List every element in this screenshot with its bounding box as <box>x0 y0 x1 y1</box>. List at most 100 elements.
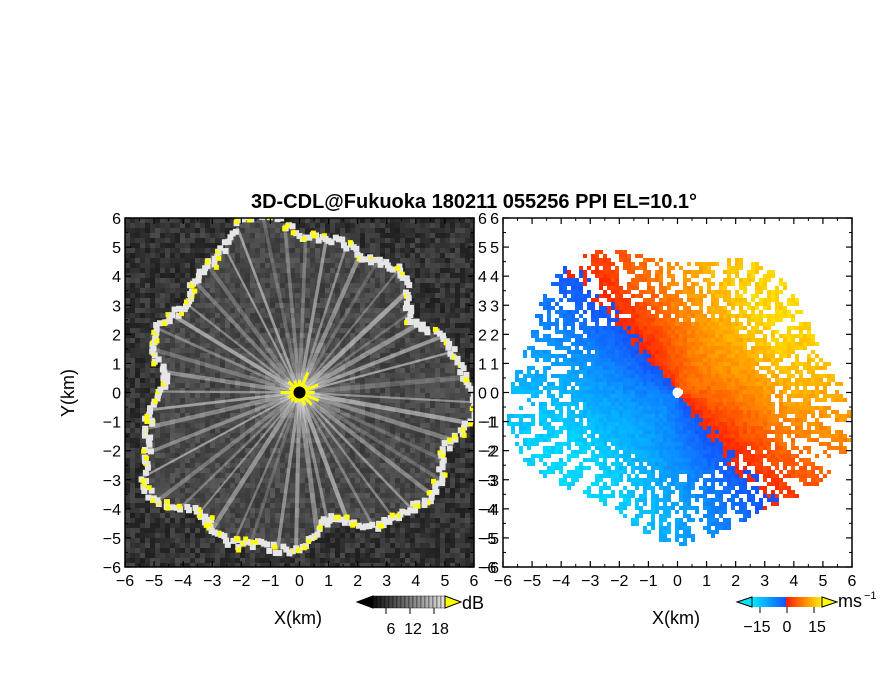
reflectivity-pixel <box>210 388 215 393</box>
reflectivity-pixel <box>320 363 325 368</box>
reflectivity-pixel <box>365 558 370 563</box>
reflectivity-pixel <box>360 263 365 268</box>
reflectivity-pixel <box>230 318 235 323</box>
reflectivity-pixel <box>465 473 470 478</box>
reflectivity-pixel <box>140 243 145 248</box>
reflectivity-pixel <box>170 488 175 493</box>
reflectivity-pixel <box>130 353 135 358</box>
reflectivity-pixel <box>470 543 474 548</box>
reflectivity-pixel <box>195 353 200 358</box>
reflectivity-pixel <box>365 348 370 353</box>
reflectivity-pixel <box>310 483 315 488</box>
reflectivity-pixel <box>230 388 235 393</box>
reflectivity-pixel <box>445 378 450 383</box>
reflectivity-pixel <box>340 248 345 253</box>
reflectivity-pixel <box>305 468 310 473</box>
reflectivity-pixel <box>440 553 445 558</box>
reflectivity-pixel <box>305 438 310 443</box>
reflectivity-pixel <box>280 453 285 458</box>
reflectivity-pixel <box>300 488 305 493</box>
reflectivity-pixel <box>240 473 245 478</box>
reflectivity-pixel <box>195 418 200 423</box>
reflectivity-pixel <box>400 313 405 318</box>
reflectivity-pixel <box>255 523 260 528</box>
reflectivity-pixel <box>225 283 230 288</box>
reflectivity-pixel <box>215 428 220 433</box>
reflectivity-pixel <box>425 388 430 393</box>
reflectivity-pixel <box>340 268 345 273</box>
reflectivity-pixel <box>455 253 460 258</box>
reflectivity-pixel <box>135 373 140 378</box>
reflectivity-pixel <box>235 463 240 468</box>
reflectivity-pixel <box>255 233 260 238</box>
reflectivity-pixel <box>320 333 325 338</box>
reflectivity-pixel <box>410 448 415 453</box>
reflectivity-pixel <box>365 468 370 473</box>
reflectivity-pixel <box>130 398 135 403</box>
reflectivity-pixel <box>440 378 445 383</box>
reflectivity-pixel <box>230 248 235 253</box>
reflectivity-pixel <box>450 318 455 323</box>
reflectivity-pixel <box>385 283 390 288</box>
reflectivity-pixel <box>220 403 225 408</box>
reflectivity-edge-pixel <box>141 432 148 439</box>
reflectivity-pixel <box>330 333 335 338</box>
reflectivity-pixel <box>345 433 350 438</box>
reflectivity-pixel <box>410 483 415 488</box>
reflectivity-pixel <box>255 503 260 508</box>
reflectivity-pixel <box>275 303 280 308</box>
reflectivity-pixel <box>450 273 455 278</box>
reflectivity-pixel <box>215 463 220 468</box>
reflectivity-pixel <box>135 458 140 463</box>
reflectivity-pixel <box>470 528 474 533</box>
reflectivity-pixel <box>430 448 435 453</box>
reflectivity-pixel <box>140 258 145 263</box>
reflectivity-pixel <box>195 348 200 353</box>
reflectivity-pixel <box>265 418 270 423</box>
reflectivity-pixel <box>405 498 410 503</box>
reflectivity-pixel <box>305 378 310 383</box>
reflectivity-pixel <box>335 433 340 438</box>
reflectivity-pixel <box>310 463 315 468</box>
reflectivity-pixel <box>365 488 370 493</box>
reflectivity-pixel <box>125 338 130 343</box>
reflectivity-pixel <box>125 408 130 413</box>
reflectivity-pixel <box>275 428 280 433</box>
reflectivity-pixel <box>365 498 370 503</box>
reflectivity-pixel <box>210 298 215 303</box>
reflectivity-pixel <box>225 418 230 423</box>
reflectivity-pixel <box>270 518 275 523</box>
reflectivity-pixel <box>300 303 305 308</box>
reflectivity-pixel <box>320 428 325 433</box>
reflectivity-pixel <box>225 438 230 443</box>
reflectivity-pixel <box>390 563 395 567</box>
reflectivity-pixel <box>400 393 405 398</box>
reflectivity-pixel <box>165 438 170 443</box>
reflectivity-pixel <box>345 258 350 263</box>
reflectivity-pixel <box>130 223 135 228</box>
reflectivity-pixel <box>235 278 240 283</box>
reflectivity-pixel <box>170 398 175 403</box>
reflectivity-pixel <box>370 238 375 243</box>
reflectivity-pixel <box>390 383 395 388</box>
reflectivity-pixel <box>385 453 390 458</box>
reflectivity-pixel <box>410 358 415 363</box>
reflectivity-strong-pixel <box>216 530 222 536</box>
reflectivity-pixel <box>170 283 175 288</box>
reflectivity-pixel <box>420 428 425 433</box>
reflectivity-pixel <box>350 253 355 258</box>
reflectivity-pixel <box>335 263 340 268</box>
reflectivity-pixel <box>445 543 450 548</box>
reflectivity-pixel <box>230 528 235 533</box>
reflectivity-pixel <box>325 488 330 493</box>
reflectivity-pixel <box>170 473 175 478</box>
reflectivity-pixel <box>420 538 425 543</box>
reflectivity-edge-pixel <box>202 519 209 526</box>
reflectivity-pixel <box>350 463 355 468</box>
reflectivity-pixel <box>170 528 175 533</box>
reflectivity-pixel <box>320 533 325 538</box>
reflectivity-pixel <box>125 493 130 498</box>
reflectivity-pixel <box>150 253 155 258</box>
reflectivity-pixel <box>210 373 215 378</box>
reflectivity-pixel <box>350 558 355 563</box>
